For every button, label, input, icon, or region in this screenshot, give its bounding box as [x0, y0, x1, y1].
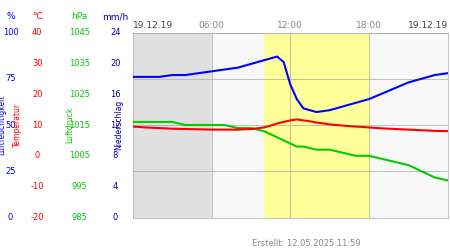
Text: 19.12.19: 19.12.19 — [408, 21, 448, 30]
Text: 1045: 1045 — [69, 28, 90, 37]
Text: 995: 995 — [72, 182, 87, 191]
Text: 0: 0 — [8, 213, 13, 222]
Text: Niederschlag: Niederschlag — [115, 100, 124, 150]
Text: 985: 985 — [72, 213, 88, 222]
Text: °C: °C — [32, 12, 43, 22]
Text: 24: 24 — [110, 28, 121, 37]
Text: %: % — [6, 12, 15, 22]
Text: 4: 4 — [113, 182, 118, 191]
Text: Luftdruck: Luftdruck — [65, 107, 74, 143]
Text: Temperatur: Temperatur — [13, 103, 22, 147]
Text: 12:00: 12:00 — [277, 21, 303, 30]
Text: 0: 0 — [113, 213, 118, 222]
Text: mm/h: mm/h — [102, 12, 129, 22]
Text: 25: 25 — [5, 167, 16, 176]
Text: 100: 100 — [3, 28, 18, 37]
Bar — [290, 32, 369, 218]
Bar — [264, 32, 369, 218]
Text: 1015: 1015 — [69, 120, 90, 130]
Text: 1035: 1035 — [69, 59, 90, 68]
Text: -10: -10 — [31, 182, 44, 191]
Text: Luftfeuchtigkeit: Luftfeuchtigkeit — [0, 95, 7, 155]
Text: 19.12.19: 19.12.19 — [133, 21, 173, 30]
Text: 8: 8 — [113, 151, 118, 160]
Bar — [369, 32, 448, 218]
Text: 50: 50 — [5, 120, 16, 130]
Text: 75: 75 — [5, 74, 16, 83]
Text: 20: 20 — [110, 59, 121, 68]
Bar — [212, 32, 290, 218]
Text: 1025: 1025 — [69, 90, 90, 99]
Text: 20: 20 — [32, 90, 42, 99]
Text: 18:00: 18:00 — [356, 21, 382, 30]
Bar — [133, 32, 212, 218]
Text: hPa: hPa — [72, 12, 88, 22]
Text: 40: 40 — [32, 28, 42, 37]
Text: 12: 12 — [110, 120, 121, 130]
Text: 06:00: 06:00 — [198, 21, 225, 30]
Text: 0: 0 — [35, 151, 40, 160]
Text: -20: -20 — [31, 213, 44, 222]
Text: 30: 30 — [32, 59, 42, 68]
Text: 10: 10 — [32, 120, 42, 130]
Text: 16: 16 — [110, 90, 121, 99]
Text: Erstellt: 12.05.2025 11:59: Erstellt: 12.05.2025 11:59 — [252, 238, 360, 248]
Text: 1005: 1005 — [69, 151, 90, 160]
